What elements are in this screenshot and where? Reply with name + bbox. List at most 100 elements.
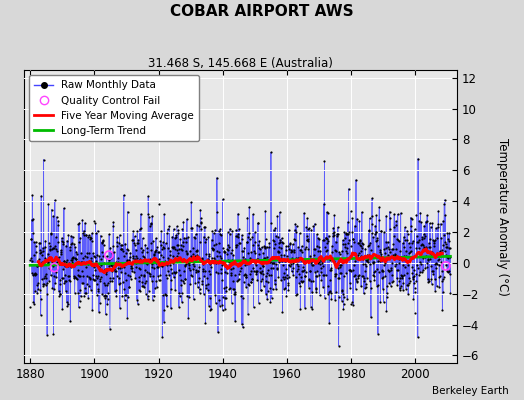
Point [36, 240, 44, 246]
Point [188, 266, 196, 272]
Point [155, 249, 163, 256]
Point [387, 278, 396, 285]
Point [325, 257, 334, 263]
Point [210, 254, 219, 261]
Point [168, 244, 176, 250]
Point [280, 274, 289, 280]
Point [139, 282, 148, 289]
Point [160, 318, 168, 325]
Point [164, 245, 172, 251]
Point [271, 261, 280, 267]
Point [181, 263, 189, 270]
Point [122, 246, 130, 252]
Point [195, 263, 203, 270]
Point [186, 280, 194, 287]
Point [62, 259, 71, 266]
Point [58, 235, 66, 241]
Point [272, 266, 281, 272]
Point [190, 234, 199, 240]
Point [140, 284, 148, 290]
Point [237, 235, 246, 242]
Point [250, 229, 259, 236]
Point [341, 248, 350, 254]
Point [383, 308, 391, 314]
Point [446, 271, 454, 278]
Point [171, 246, 180, 252]
Point [149, 273, 157, 280]
Point [88, 255, 96, 262]
Point [105, 259, 114, 266]
Point [397, 283, 406, 289]
Point [30, 270, 39, 276]
Point [146, 270, 154, 277]
Point [115, 280, 123, 287]
Point [442, 262, 450, 269]
Point [268, 295, 276, 301]
Point [137, 211, 145, 217]
Point [211, 292, 219, 298]
Point [264, 279, 272, 286]
Point [243, 214, 252, 221]
Point [396, 287, 404, 293]
Point [381, 238, 390, 245]
Point [400, 272, 408, 278]
Point [276, 237, 285, 243]
Point [368, 195, 376, 202]
Point [148, 278, 156, 284]
Point [259, 270, 267, 277]
Point [360, 278, 368, 284]
Point [126, 250, 135, 256]
Point [328, 256, 336, 262]
Point [277, 235, 286, 242]
Point [357, 243, 366, 249]
Point [114, 254, 122, 261]
Point [378, 275, 386, 281]
Point [186, 248, 194, 254]
Point [254, 256, 263, 262]
Point [42, 280, 51, 286]
Point [370, 258, 378, 265]
Point [331, 271, 340, 278]
Point [375, 268, 383, 275]
Point [161, 240, 170, 246]
Point [231, 290, 239, 297]
Point [116, 246, 125, 252]
Point [56, 276, 64, 283]
Point [284, 281, 292, 288]
Point [343, 245, 352, 251]
Point [429, 237, 437, 243]
Point [58, 238, 66, 244]
Point [397, 256, 405, 262]
Point [350, 251, 358, 258]
Point [135, 286, 143, 293]
Point [381, 273, 390, 280]
Point [365, 228, 373, 234]
Point [110, 266, 118, 272]
Point [61, 272, 70, 278]
Point [101, 292, 110, 298]
Point [264, 288, 272, 294]
Point [311, 246, 319, 252]
Point [378, 267, 386, 274]
Point [314, 248, 322, 254]
Point [337, 270, 345, 277]
Point [98, 291, 106, 298]
Point [430, 240, 439, 246]
Point [402, 270, 411, 276]
Point [400, 237, 409, 243]
Point [173, 241, 181, 248]
Point [400, 244, 409, 250]
Point [213, 252, 222, 259]
Point [298, 243, 306, 249]
Point [401, 248, 410, 254]
Point [48, 285, 57, 292]
Point [178, 247, 187, 254]
Point [84, 294, 92, 301]
Point [249, 242, 257, 249]
Point [235, 226, 244, 232]
Point [31, 243, 40, 250]
Point [37, 312, 45, 318]
Point [43, 250, 52, 257]
Point [252, 268, 260, 274]
Point [166, 262, 174, 268]
